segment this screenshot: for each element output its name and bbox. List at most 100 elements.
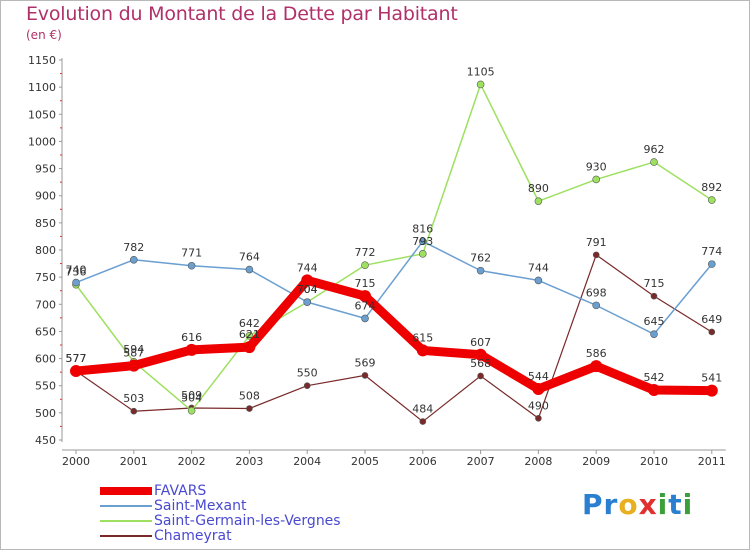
data-label-saint-mexant: 740 [66, 264, 87, 277]
data-point-favars [70, 365, 82, 378]
data-label-favars: 544 [528, 370, 549, 383]
data-label-saint-germain-les-vergnes: 962 [644, 143, 665, 156]
chart-subtitle: (en €) [26, 28, 62, 42]
legend-item: Chameyrat [100, 528, 380, 544]
data-label-favars: 715 [355, 277, 376, 290]
data-point-favars [301, 274, 314, 287]
data-point-saint-germain-les-vergnes [361, 261, 369, 270]
proxiti-logo: Proxiti [582, 488, 693, 521]
data-point-favars [532, 382, 545, 395]
data-point-favars [416, 344, 429, 357]
data-point-chameyrat [361, 372, 369, 379]
data-point-favars [705, 384, 718, 397]
y-tick-label: 1000 [28, 135, 56, 148]
data-label-saint-germain-les-vergnes: 1105 [467, 65, 495, 78]
data-label-favars: 586 [586, 347, 607, 360]
legend-label: FAVARS [154, 483, 207, 499]
x-tick-label: 2009 [582, 455, 610, 468]
data-point-favars [648, 384, 660, 397]
data-label-saint-mexant: 698 [586, 286, 607, 299]
data-label-saint-mexant: 744 [528, 261, 549, 274]
data-point-favars [127, 359, 140, 372]
y-tick-label: 850 [35, 217, 56, 230]
y-tick-label: 750 [35, 271, 56, 284]
x-tick-label: 2005 [351, 455, 379, 468]
series-line-chameyrat [75, 254, 713, 423]
data-label-chameyrat: 490 [528, 399, 549, 412]
x-tick-label: 2008 [524, 455, 552, 468]
logo-letter: t [668, 488, 683, 521]
y-tick-label: 700 [35, 298, 56, 311]
data-label-saint-germain-les-vergnes: 892 [701, 181, 722, 194]
logo-letter: i [682, 488, 694, 521]
legend-label: Saint-Germain-les-Vergnes [154, 513, 341, 529]
data-label-saint-mexant: 782 [123, 241, 144, 254]
data-point-saint-mexant [707, 260, 716, 268]
data-label-saint-germain-les-vergnes: 736 [66, 266, 87, 279]
data-point-saint-mexant [361, 314, 369, 323]
x-tick-label: 2010 [640, 455, 668, 468]
x-tick-label: 2000 [62, 455, 90, 468]
data-point-saint-mexant [650, 330, 658, 338]
data-label-saint-mexant: 674 [355, 299, 376, 312]
data-label-favars: 744 [297, 261, 318, 274]
data-label-favars: 621 [239, 328, 260, 341]
data-point-favars [185, 343, 198, 356]
data-label-saint-mexant: 704 [297, 283, 318, 296]
y-tick-label: 1150 [28, 54, 56, 67]
data-point-chameyrat [535, 414, 542, 422]
data-point-saint-mexant [245, 265, 254, 274]
legend-item: Saint-Germain-les-Vergnes [100, 513, 380, 529]
data-label-saint-mexant: 645 [644, 315, 665, 328]
data-label-chameyrat: 569 [355, 356, 376, 369]
data-point-saint-mexant [303, 298, 312, 306]
y-tick-label: 450 [35, 434, 56, 447]
data-label-chameyrat: 715 [644, 277, 665, 290]
data-label-saint-mexant: 816 [412, 222, 433, 235]
data-point-saint-mexant [72, 278, 80, 287]
logo-letter: i [657, 488, 669, 521]
data-label-chameyrat: 791 [586, 236, 607, 249]
data-point-saint-germain-les-vergnes [476, 80, 485, 89]
data-label-saint-germain-les-vergnes: 930 [586, 160, 607, 173]
data-label-chameyrat: 550 [297, 367, 318, 380]
logo-letter: x [638, 488, 658, 521]
x-tick-label: 2004 [293, 455, 321, 468]
data-label-favars: 541 [701, 372, 722, 385]
y-tick-label: 550 [35, 380, 56, 393]
data-point-chameyrat [592, 251, 600, 259]
y-tick-label: 650 [35, 325, 56, 338]
y-tick-label: 500 [35, 407, 56, 420]
data-point-saint-germain-les-vergnes [707, 196, 716, 204]
data-point-chameyrat [650, 292, 658, 300]
data-label-favars: 542 [644, 371, 665, 384]
data-label-chameyrat: 509 [181, 389, 202, 402]
x-tick-label: 2002 [178, 455, 206, 468]
y-tick-label: 600 [35, 353, 56, 366]
legend-item: Saint-Mexant [100, 498, 380, 514]
data-point-favars [590, 360, 603, 373]
y-tick-label: 900 [35, 190, 56, 203]
legend-swatch [100, 520, 152, 522]
data-point-saint-germain-les-vergnes [418, 250, 427, 258]
x-tick-label: 2007 [467, 455, 495, 468]
data-point-chameyrat [708, 328, 716, 336]
legend-item: FAVARS [100, 483, 380, 499]
data-point-saint-germain-les-vergnes [187, 406, 196, 415]
data-point-saint-mexant [130, 255, 138, 264]
y-tick-label: 800 [35, 244, 56, 257]
data-label-favars: 616 [181, 331, 202, 344]
data-label-chameyrat: 649 [701, 313, 722, 326]
data-label-favars: 615 [412, 331, 433, 344]
data-label-chameyrat: 503 [123, 392, 144, 405]
data-label-favars: 587 [123, 347, 144, 360]
y-tick-label: 1100 [28, 81, 56, 94]
data-label-chameyrat: 508 [239, 390, 260, 403]
data-point-chameyrat [477, 372, 484, 380]
data-point-chameyrat [130, 407, 138, 415]
data-point-favars [243, 341, 256, 354]
legend-swatch [100, 505, 152, 507]
data-label-saint-germain-les-vergnes: 504 [181, 392, 202, 405]
series-line-saint-germain-les-vergnes [75, 83, 713, 412]
